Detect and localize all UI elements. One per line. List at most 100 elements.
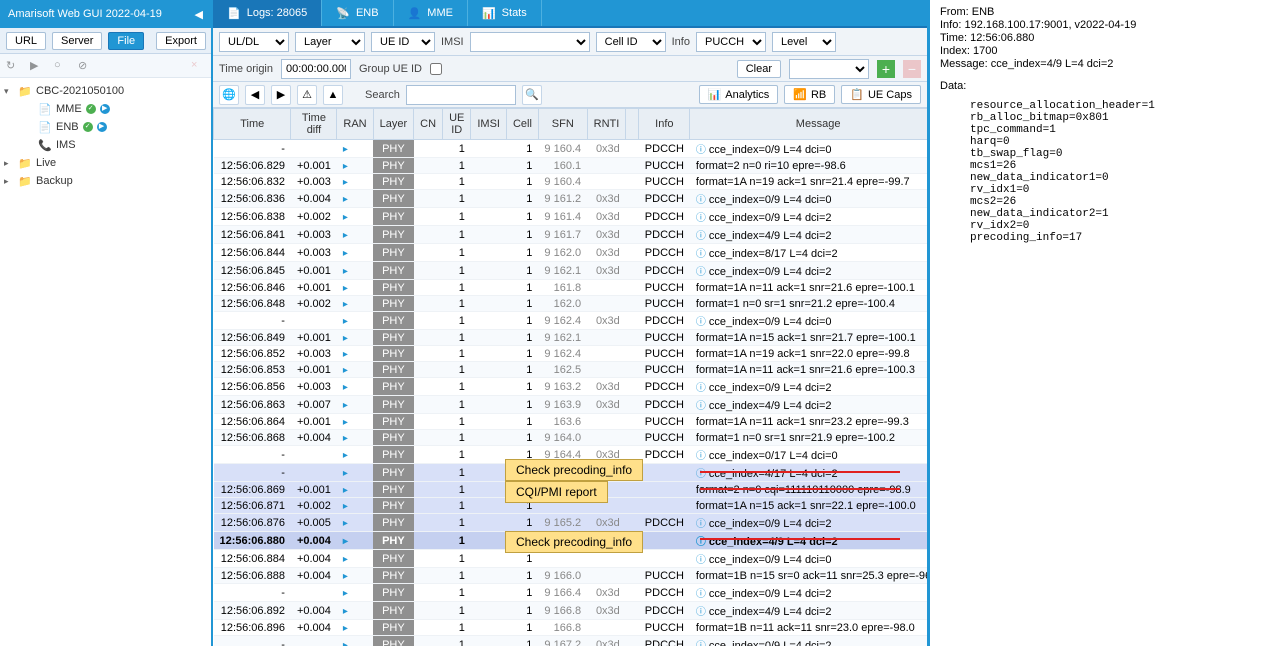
ueid-select[interactable]: UE ID bbox=[371, 32, 435, 52]
warning-icon[interactable]: ⚠ bbox=[297, 85, 317, 105]
log-table: TimeTime diffRANLayerCNUE IDIMSICellSFNR… bbox=[213, 108, 927, 646]
play-icon[interactable]: ▶ bbox=[30, 59, 44, 73]
tree-node[interactable]: ▸📁Backup bbox=[0, 172, 211, 190]
table-row[interactable]: 12:56:06.841+0.003▸PHY119 161.70x3dPDCCH… bbox=[214, 226, 928, 244]
tree-node[interactable]: ▸📁Live bbox=[0, 154, 211, 172]
add-button[interactable]: + bbox=[877, 60, 895, 78]
alert-icon[interactable]: ▲ bbox=[323, 85, 343, 105]
column-header[interactable]: SFN bbox=[538, 109, 587, 140]
tab-stats[interactable]: 📊Stats bbox=[468, 0, 542, 26]
column-header[interactable]: Time bbox=[214, 109, 291, 140]
table-row[interactable]: -▸PHY119 160.40x3dPDCCHⓘcce_index=0/9 L=… bbox=[214, 140, 928, 158]
rb-icon: 📶 bbox=[793, 88, 807, 101]
tree-node[interactable]: ▾📁CBC-2021050100 bbox=[0, 82, 211, 100]
table-row[interactable]: 12:56:06.856+0.003▸PHY119 163.20x3dPDCCH… bbox=[214, 378, 928, 396]
column-header[interactable]: Time diff bbox=[291, 109, 337, 140]
redline bbox=[700, 488, 900, 490]
uldl-select[interactable]: UL/DL bbox=[219, 32, 289, 52]
table-row[interactable]: 12:56:06.852+0.003▸PHY119 162.4PUCCHform… bbox=[214, 346, 928, 362]
table-row[interactable]: -▸PHY119 166.40x3dPDCCHⓘcce_index=0/9 L=… bbox=[214, 584, 928, 602]
column-header[interactable]: RNTI bbox=[587, 109, 626, 140]
table-row[interactable]: -▸PHY119 162.40x3dPDCCHⓘcce_index=0/9 L=… bbox=[214, 312, 928, 330]
table-row[interactable]: 12:56:06.896+0.004▸PHY11166.8PUCCHformat… bbox=[214, 620, 928, 636]
table-row[interactable]: 12:56:06.832+0.003▸PHY119 160.4PUCCHform… bbox=[214, 174, 928, 190]
table-row[interactable]: 12:56:06.829+0.001▸PHY11160.1PUCCHformat… bbox=[214, 158, 928, 174]
imsi-select[interactable] bbox=[470, 32, 590, 52]
globe-icon[interactable]: 🌐 bbox=[219, 85, 239, 105]
column-header[interactable]: Cell bbox=[506, 109, 538, 140]
log-table-wrap[interactable]: TimeTime diffRANLayerCNUE IDIMSICellSFNR… bbox=[213, 108, 927, 646]
detail-index: Index: 1700 bbox=[940, 45, 1270, 57]
sidebar-toolbar: URL Server File Export ⚙ bbox=[0, 28, 211, 54]
column-header[interactable]: Info bbox=[639, 109, 690, 140]
tab-logs[interactable]: 📄Logs: 28065 bbox=[213, 0, 322, 26]
column-header[interactable]: CN bbox=[414, 109, 443, 140]
table-row[interactable]: 12:56:06.876+0.005▸PHY119 165.20x3dPDCCH… bbox=[214, 514, 928, 532]
detail-from: From: ENB bbox=[940, 6, 1270, 18]
time-origin-input[interactable] bbox=[281, 59, 351, 79]
imsi-label: IMSI bbox=[441, 36, 464, 48]
server-button[interactable]: Server bbox=[52, 32, 102, 50]
table-body: -▸PHY119 160.40x3dPDCCHⓘcce_index=0/9 L=… bbox=[214, 140, 928, 646]
info-select[interactable]: PUCCH, PI bbox=[696, 32, 766, 52]
logs-icon: 📄 bbox=[227, 7, 241, 20]
column-header[interactable]: Message bbox=[690, 109, 927, 140]
search-label: Search bbox=[365, 89, 400, 101]
remove-button[interactable]: − bbox=[903, 60, 921, 78]
table-row[interactable]: 12:56:06.846+0.001▸PHY11161.8PUCCHformat… bbox=[214, 280, 928, 296]
table-row[interactable]: 12:56:06.892+0.004▸PHY119 166.80x3dPDCCH… bbox=[214, 602, 928, 620]
clear-button[interactable]: Clear bbox=[737, 60, 781, 78]
info-label: Info bbox=[672, 36, 690, 48]
analytics-button[interactable]: 📊Analytics bbox=[699, 85, 779, 104]
column-header[interactable]: IMSI bbox=[471, 109, 507, 140]
table-row[interactable]: 12:56:06.863+0.007▸PHY119 163.90x3dPDCCH… bbox=[214, 396, 928, 414]
header-tabs: 📄Logs: 28065 📡ENB 👤MME 📊Stats bbox=[213, 0, 927, 28]
stop-icon[interactable]: ⊘ bbox=[78, 59, 92, 73]
url-button[interactable]: URL bbox=[6, 32, 46, 50]
export-button[interactable]: Export bbox=[156, 32, 206, 50]
tree-node[interactable]: 📄MME ✓ ▶ bbox=[0, 100, 211, 118]
filter-row-2: Time origin Group UE ID Clear + − bbox=[213, 56, 927, 82]
rb-button[interactable]: 📶RB bbox=[784, 85, 835, 104]
column-header[interactable] bbox=[626, 109, 639, 140]
tree-node[interactable]: 📞IMS bbox=[0, 136, 211, 154]
column-header[interactable]: Layer bbox=[373, 109, 414, 140]
tab-enb[interactable]: 📡ENB bbox=[322, 0, 393, 26]
cellid-select[interactable]: Cell ID bbox=[596, 32, 666, 52]
table-row[interactable]: 12:56:06.849+0.001▸PHY119 162.1PUCCHform… bbox=[214, 330, 928, 346]
close-icon[interactable]: × bbox=[191, 59, 205, 73]
table-row[interactable]: 12:56:06.888+0.004▸PHY119 166.0PUCCHform… bbox=[214, 568, 928, 584]
circle-icon[interactable]: ○ bbox=[54, 59, 68, 73]
clear-select[interactable] bbox=[789, 59, 869, 79]
table-row[interactable]: 12:56:06.836+0.004▸PHY119 161.20x3dPDCCH… bbox=[214, 190, 928, 208]
detail-message: Message: cce_index=4/9 L=4 dci=2 bbox=[940, 58, 1270, 70]
level-select[interactable]: Level bbox=[772, 32, 836, 52]
table-row[interactable]: 12:56:06.853+0.001▸PHY11162.5PUCCHformat… bbox=[214, 362, 928, 378]
uecaps-button[interactable]: 📋UE Caps bbox=[841, 85, 921, 104]
column-header[interactable]: RAN bbox=[337, 109, 373, 140]
group-checkbox[interactable] bbox=[430, 63, 442, 75]
layer-select[interactable]: Layer bbox=[295, 32, 365, 52]
table-row[interactable]: 12:56:06.868+0.004▸PHY119 164.0PUCCHform… bbox=[214, 430, 928, 446]
file-button[interactable]: File bbox=[108, 32, 144, 50]
column-header[interactable]: UE ID bbox=[443, 109, 471, 140]
tree-node[interactable]: 📄ENB ✓ ▶ bbox=[0, 118, 211, 136]
search-input[interactable] bbox=[406, 85, 516, 105]
detail-time: Time: 12:56:06.880 bbox=[940, 32, 1270, 44]
back-icon[interactable]: ◀ bbox=[245, 85, 265, 105]
detail-data: resource_allocation_header=1 rb_alloc_bi… bbox=[940, 100, 1270, 244]
table-row[interactable]: 12:56:06.848+0.002▸PHY11162.0PUCCHformat… bbox=[214, 296, 928, 312]
tab-mme[interactable]: 👤MME bbox=[394, 0, 468, 26]
table-row[interactable]: -▸PHY119 167.20x3dPDCCHⓘcce_index=0/9 L=… bbox=[214, 636, 928, 646]
table-row[interactable]: 12:56:06.838+0.002▸PHY119 161.40x3dPDCCH… bbox=[214, 208, 928, 226]
forward-icon[interactable]: ▶ bbox=[271, 85, 291, 105]
table-row[interactable]: 12:56:06.864+0.001▸PHY11163.6PUCCHformat… bbox=[214, 414, 928, 430]
redline bbox=[700, 471, 900, 473]
collapse-icon[interactable]: ◀ bbox=[195, 8, 203, 21]
table-row[interactable]: 12:56:06.844+0.003▸PHY119 162.00x3dPDCCH… bbox=[214, 244, 928, 262]
search-icon[interactable]: 🔍 bbox=[522, 85, 542, 105]
refresh-icon[interactable]: ↻ bbox=[6, 59, 20, 73]
annotation: Check precoding_info bbox=[505, 459, 643, 481]
table-row[interactable]: 12:56:06.845+0.001▸PHY119 162.10x3dPDCCH… bbox=[214, 262, 928, 280]
filter-row: UL/DL Layer UE ID IMSI Cell ID Info PUCC… bbox=[213, 28, 927, 56]
